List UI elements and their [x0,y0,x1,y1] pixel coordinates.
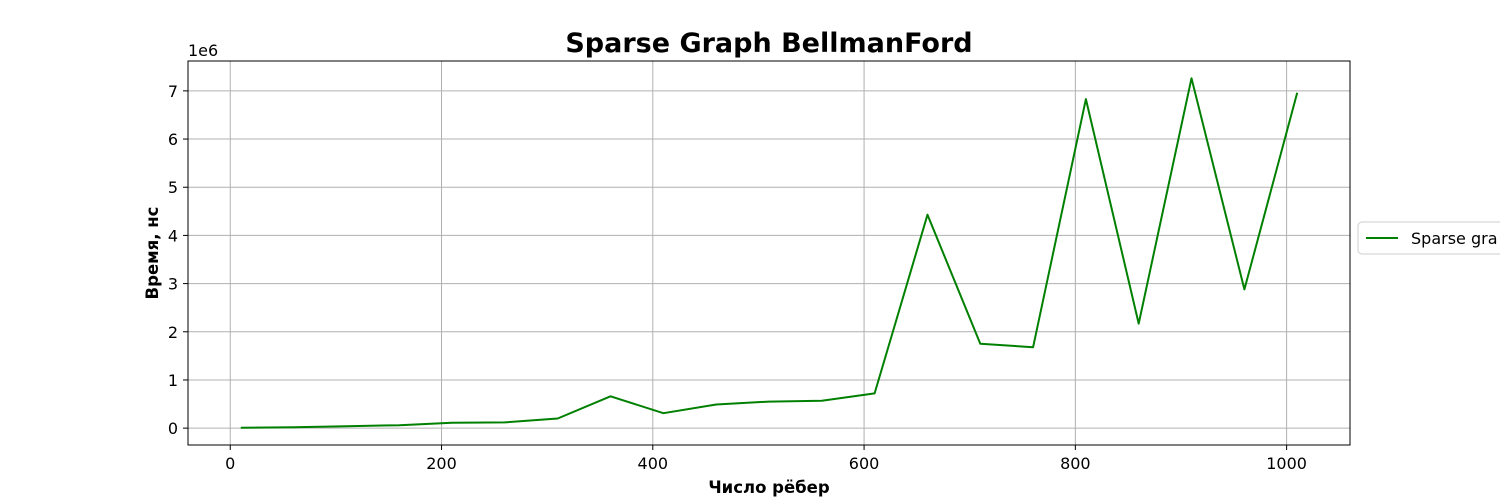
y-axis-scale-label: 1e6 [188,41,218,60]
series-line [240,77,1299,429]
x-tick-label: 400 [638,454,669,473]
ticks: 0 200 400 600 800 1000 0 1 2 3 4 5 6 7 [168,82,1307,473]
y-tick-label: 5 [168,178,178,197]
x-tick-label: 600 [849,454,880,473]
y-tick-label: 4 [168,226,178,245]
y-tick-label: 1 [168,371,178,390]
x-tick-label: 1000 [1266,454,1307,473]
chart-title: Sparse Graph BellmanFord [565,28,972,59]
series-layer [240,77,1299,429]
axes-frame [187,60,1351,446]
legend: Sparse gra [1357,221,1500,255]
grid [188,61,1350,445]
y-tick-label: 3 [168,275,178,294]
x-tick-label: 200 [426,454,457,473]
x-axis-label: Число рёбер [708,478,830,497]
legend-box [1357,221,1500,255]
y-tick-label: 0 [168,419,178,438]
x-tick-label: 0 [225,454,235,473]
y-tick-label: 7 [168,82,178,101]
legend-label: Sparse gra [1411,229,1498,248]
x-tick-label: 800 [1060,454,1091,473]
y-axis-label: Время, нс [143,207,162,300]
y-tick-label: 2 [168,323,178,342]
y-tick-label: 6 [168,130,178,149]
